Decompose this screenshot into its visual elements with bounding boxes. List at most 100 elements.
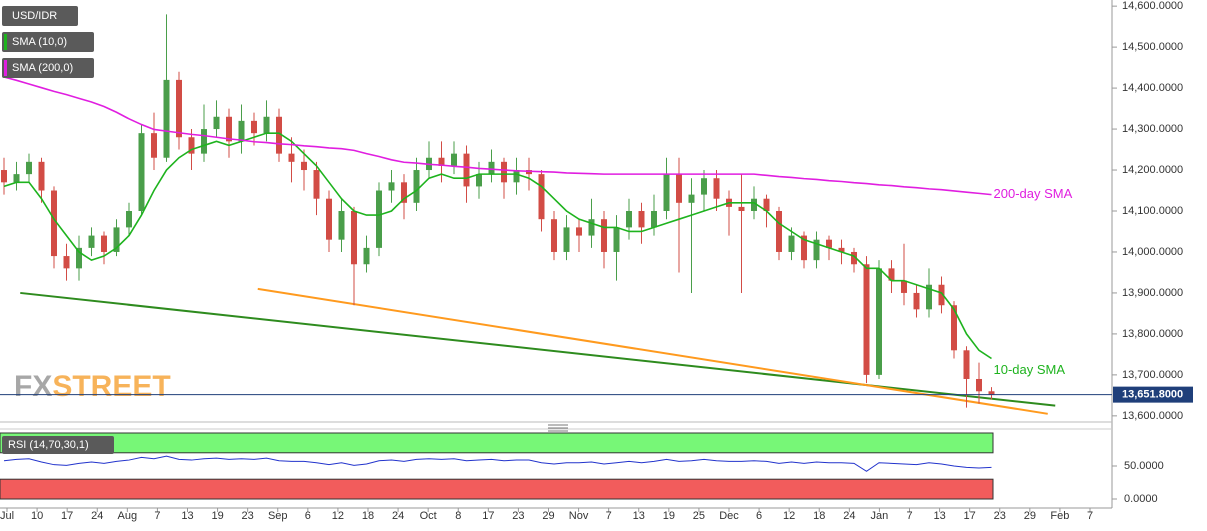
y-tick-label: 13,800.0000: [1122, 328, 1183, 340]
candle-body: [363, 247, 370, 265]
candle-body: [113, 227, 120, 252]
x-tick-label: 19: [663, 510, 675, 522]
x-tick-label: 19: [211, 510, 223, 522]
rsi-legend-label: RSI (14,70,30,1): [8, 439, 89, 451]
legend-box: [2, 6, 78, 26]
x-tick-label: 13: [633, 510, 645, 522]
candle-body: [551, 219, 557, 252]
candle-body: [788, 235, 795, 252]
candle-body: [763, 198, 770, 211]
watermark: FXSTREET: [14, 370, 171, 403]
candle-body: [413, 170, 420, 203]
candle-body: [463, 153, 470, 187]
x-tick-label: 24: [91, 510, 103, 522]
candle-body: [51, 190, 57, 257]
x-tick-label: Sep: [268, 510, 288, 522]
x-tick-label: 6: [305, 510, 311, 522]
candle-body: [151, 133, 157, 158]
candle-body: [576, 227, 582, 236]
x-tick-label: 13: [933, 510, 945, 522]
candle-body: [376, 190, 382, 248]
x-tick-label: 12: [332, 510, 344, 522]
x-tick-label: 13: [181, 510, 193, 522]
candle-body: [838, 247, 845, 252]
candle-body: [563, 227, 570, 252]
candle-body: [388, 182, 395, 191]
sma-annotation: 10-day SMA: [994, 362, 1066, 377]
y-tick-label: 14,500.0000: [1122, 41, 1183, 53]
divider-handle[interactable]: [548, 424, 568, 432]
candle-body: [213, 116, 220, 130]
rsi-line: [3, 455, 992, 472]
candle-body: [451, 153, 457, 166]
candle-body: [688, 194, 695, 203]
candle-body: [63, 256, 70, 269]
candle-body: [713, 178, 720, 199]
x-tick-label: 25: [693, 510, 705, 522]
watermark-part: FX: [14, 370, 52, 403]
candle-body: [301, 161, 307, 171]
candle-body: [76, 247, 82, 269]
x-tick-label: Feb: [1050, 510, 1069, 522]
candle-body: [88, 235, 95, 248]
candle-body: [826, 239, 832, 248]
legend-label: USD/IDR: [12, 10, 57, 22]
candle-body: [951, 305, 957, 351]
candle-body: [588, 219, 595, 236]
x-tick-label: 7: [154, 510, 160, 522]
x-tick-label: 23: [242, 510, 254, 522]
y-tick-label: 13,700.0000: [1122, 369, 1183, 381]
candle-body: [751, 198, 757, 211]
candle-body: [251, 120, 257, 134]
x-tick-label: 7: [906, 510, 912, 522]
candle-body: [401, 182, 407, 203]
candle-body: [976, 378, 982, 392]
x-tick-label: 7: [606, 510, 612, 522]
candle-body: [676, 174, 682, 203]
candle-body: [238, 120, 245, 142]
x-tick-label: 24: [392, 510, 404, 522]
x-tick-label: Oct: [420, 510, 437, 522]
x-tick-label: 23: [512, 510, 524, 522]
legend-box: [2, 58, 94, 78]
trendline: [257, 287, 1048, 415]
x-tick-label: Dec: [719, 510, 739, 522]
candle-body: [776, 211, 782, 252]
candle-body: [988, 391, 995, 395]
candle-body: [138, 133, 145, 211]
candle-body: [288, 153, 295, 162]
x-tick-label: 8: [455, 510, 461, 522]
legend-box: [2, 32, 94, 52]
rsi-y-tick-label: 0.0000: [1124, 493, 1158, 505]
x-tick-label: 17: [964, 510, 976, 522]
candle-body: [163, 79, 170, 158]
candle-body: [188, 137, 195, 154]
legend-label: SMA (10,0): [12, 36, 67, 48]
x-tick-label: 24: [843, 510, 855, 522]
candle-body: [126, 211, 132, 228]
rsi-y-tick-label: 50.0000: [1124, 460, 1164, 472]
candle-body: [926, 284, 932, 310]
candle-body: [851, 251, 857, 265]
legend-swatch: [4, 34, 7, 50]
x-tick-label: 7: [1087, 510, 1093, 522]
x-tick-label: Jul: [0, 510, 14, 522]
candle-body: [963, 350, 970, 379]
candle-body: [313, 170, 320, 199]
candle-body: [351, 211, 357, 265]
x-tick-label: 18: [813, 510, 825, 522]
x-tick-label: Nov: [569, 510, 589, 522]
candle-body: [601, 219, 607, 252]
candle-body: [701, 178, 707, 195]
candle-body: [513, 170, 520, 183]
x-tick-label: 17: [482, 510, 494, 522]
candle-body: [538, 174, 545, 220]
y-tick-label: 14,200.0000: [1122, 164, 1183, 176]
candle-body: [276, 116, 282, 154]
candle-body: [938, 284, 945, 306]
sma-line: [3, 132, 992, 360]
candle-body: [501, 161, 507, 183]
x-tick-label: Jan: [871, 510, 889, 522]
rsi-lower-zone: [0, 478, 994, 500]
